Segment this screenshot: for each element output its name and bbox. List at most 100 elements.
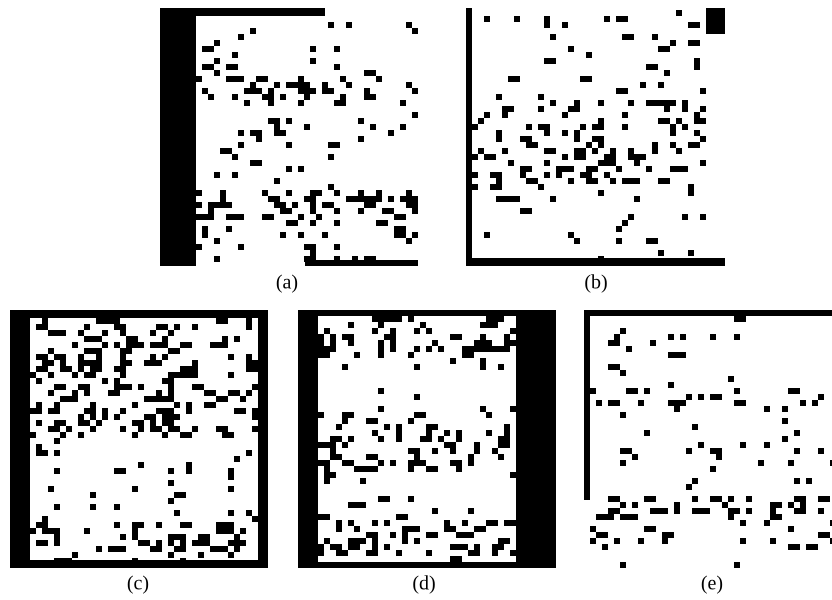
pixel	[114, 504, 120, 510]
pixel	[360, 538, 366, 544]
panel-d: (d)	[298, 310, 556, 595]
pixel	[318, 544, 324, 550]
pixel	[96, 360, 102, 366]
pixel	[174, 372, 186, 378]
pixel	[132, 342, 144, 348]
pixel	[226, 214, 232, 220]
pixel	[222, 336, 228, 342]
pixel	[402, 538, 408, 544]
pixel	[520, 136, 526, 142]
pixel	[174, 414, 180, 420]
pixel	[348, 544, 360, 550]
pixel	[408, 448, 414, 454]
pixel	[60, 396, 66, 402]
pixel	[150, 330, 156, 336]
pixel	[226, 76, 238, 82]
pixel	[420, 322, 426, 328]
pixel	[688, 40, 700, 46]
pixel	[186, 432, 192, 438]
pixel	[400, 124, 406, 130]
pixel	[596, 532, 602, 538]
pixel	[662, 532, 674, 538]
pixel	[168, 498, 174, 504]
pixel	[764, 406, 770, 412]
pixel	[192, 384, 198, 390]
pixel	[408, 460, 414, 466]
pixel	[202, 46, 214, 52]
pixel	[168, 330, 174, 336]
pixel	[358, 208, 364, 214]
pixel	[502, 196, 508, 202]
pixel	[114, 414, 120, 420]
pixel	[156, 540, 162, 546]
pixel	[318, 460, 324, 466]
pixel	[450, 358, 456, 364]
pixel	[592, 124, 598, 130]
pixel	[336, 424, 342, 430]
pixel	[268, 118, 280, 124]
pixel	[72, 372, 78, 378]
pixel	[96, 420, 102, 426]
pixel	[228, 528, 234, 534]
pixel	[330, 340, 336, 346]
pixel	[490, 184, 496, 190]
pixel	[268, 94, 274, 100]
pixel	[354, 466, 360, 472]
pixel	[162, 378, 174, 384]
pixel	[304, 124, 310, 130]
pixel	[376, 196, 382, 202]
pixel	[54, 540, 60, 546]
pixel	[274, 202, 286, 208]
pixel	[402, 532, 408, 538]
pixel	[156, 324, 162, 330]
pixel	[586, 172, 592, 178]
pixel	[192, 360, 198, 366]
pixel	[334, 208, 340, 214]
pixel	[550, 100, 556, 106]
pixel	[144, 414, 156, 420]
pixel	[252, 516, 258, 522]
pixel	[408, 316, 414, 322]
pixel	[246, 324, 252, 330]
pixel	[162, 432, 168, 438]
pixel	[496, 178, 502, 184]
pixel	[30, 528, 36, 534]
border-block	[584, 310, 832, 316]
pixel	[238, 244, 244, 250]
pixel	[668, 334, 674, 340]
pixel	[292, 220, 298, 226]
pixel	[700, 88, 706, 94]
pixel	[186, 408, 192, 414]
pixel	[396, 430, 402, 436]
pixel	[590, 388, 596, 394]
pixel	[400, 226, 406, 232]
pixel	[228, 522, 234, 528]
panel-label: (a)	[276, 272, 298, 294]
pixel	[366, 454, 378, 460]
pixel	[414, 454, 420, 460]
pixel	[680, 334, 686, 340]
pixel	[234, 408, 246, 414]
pixel	[36, 408, 42, 414]
pixel	[620, 328, 626, 334]
pixel	[36, 366, 48, 372]
pixel	[84, 408, 90, 414]
pixel	[60, 360, 66, 366]
pixel	[378, 322, 384, 328]
border-block	[706, 8, 725, 34]
pixel	[508, 160, 514, 166]
pixel	[468, 346, 474, 352]
pixel	[120, 348, 126, 354]
pixel	[298, 166, 304, 172]
pixel	[358, 190, 364, 196]
pixel	[318, 550, 324, 556]
pixel	[700, 136, 706, 142]
pixel	[658, 118, 670, 124]
pixel	[538, 124, 550, 130]
pixel	[628, 154, 634, 160]
pixel	[490, 172, 496, 178]
pixel	[412, 88, 418, 94]
pixel	[156, 522, 162, 528]
pixel	[364, 196, 370, 202]
pixel	[322, 88, 334, 94]
